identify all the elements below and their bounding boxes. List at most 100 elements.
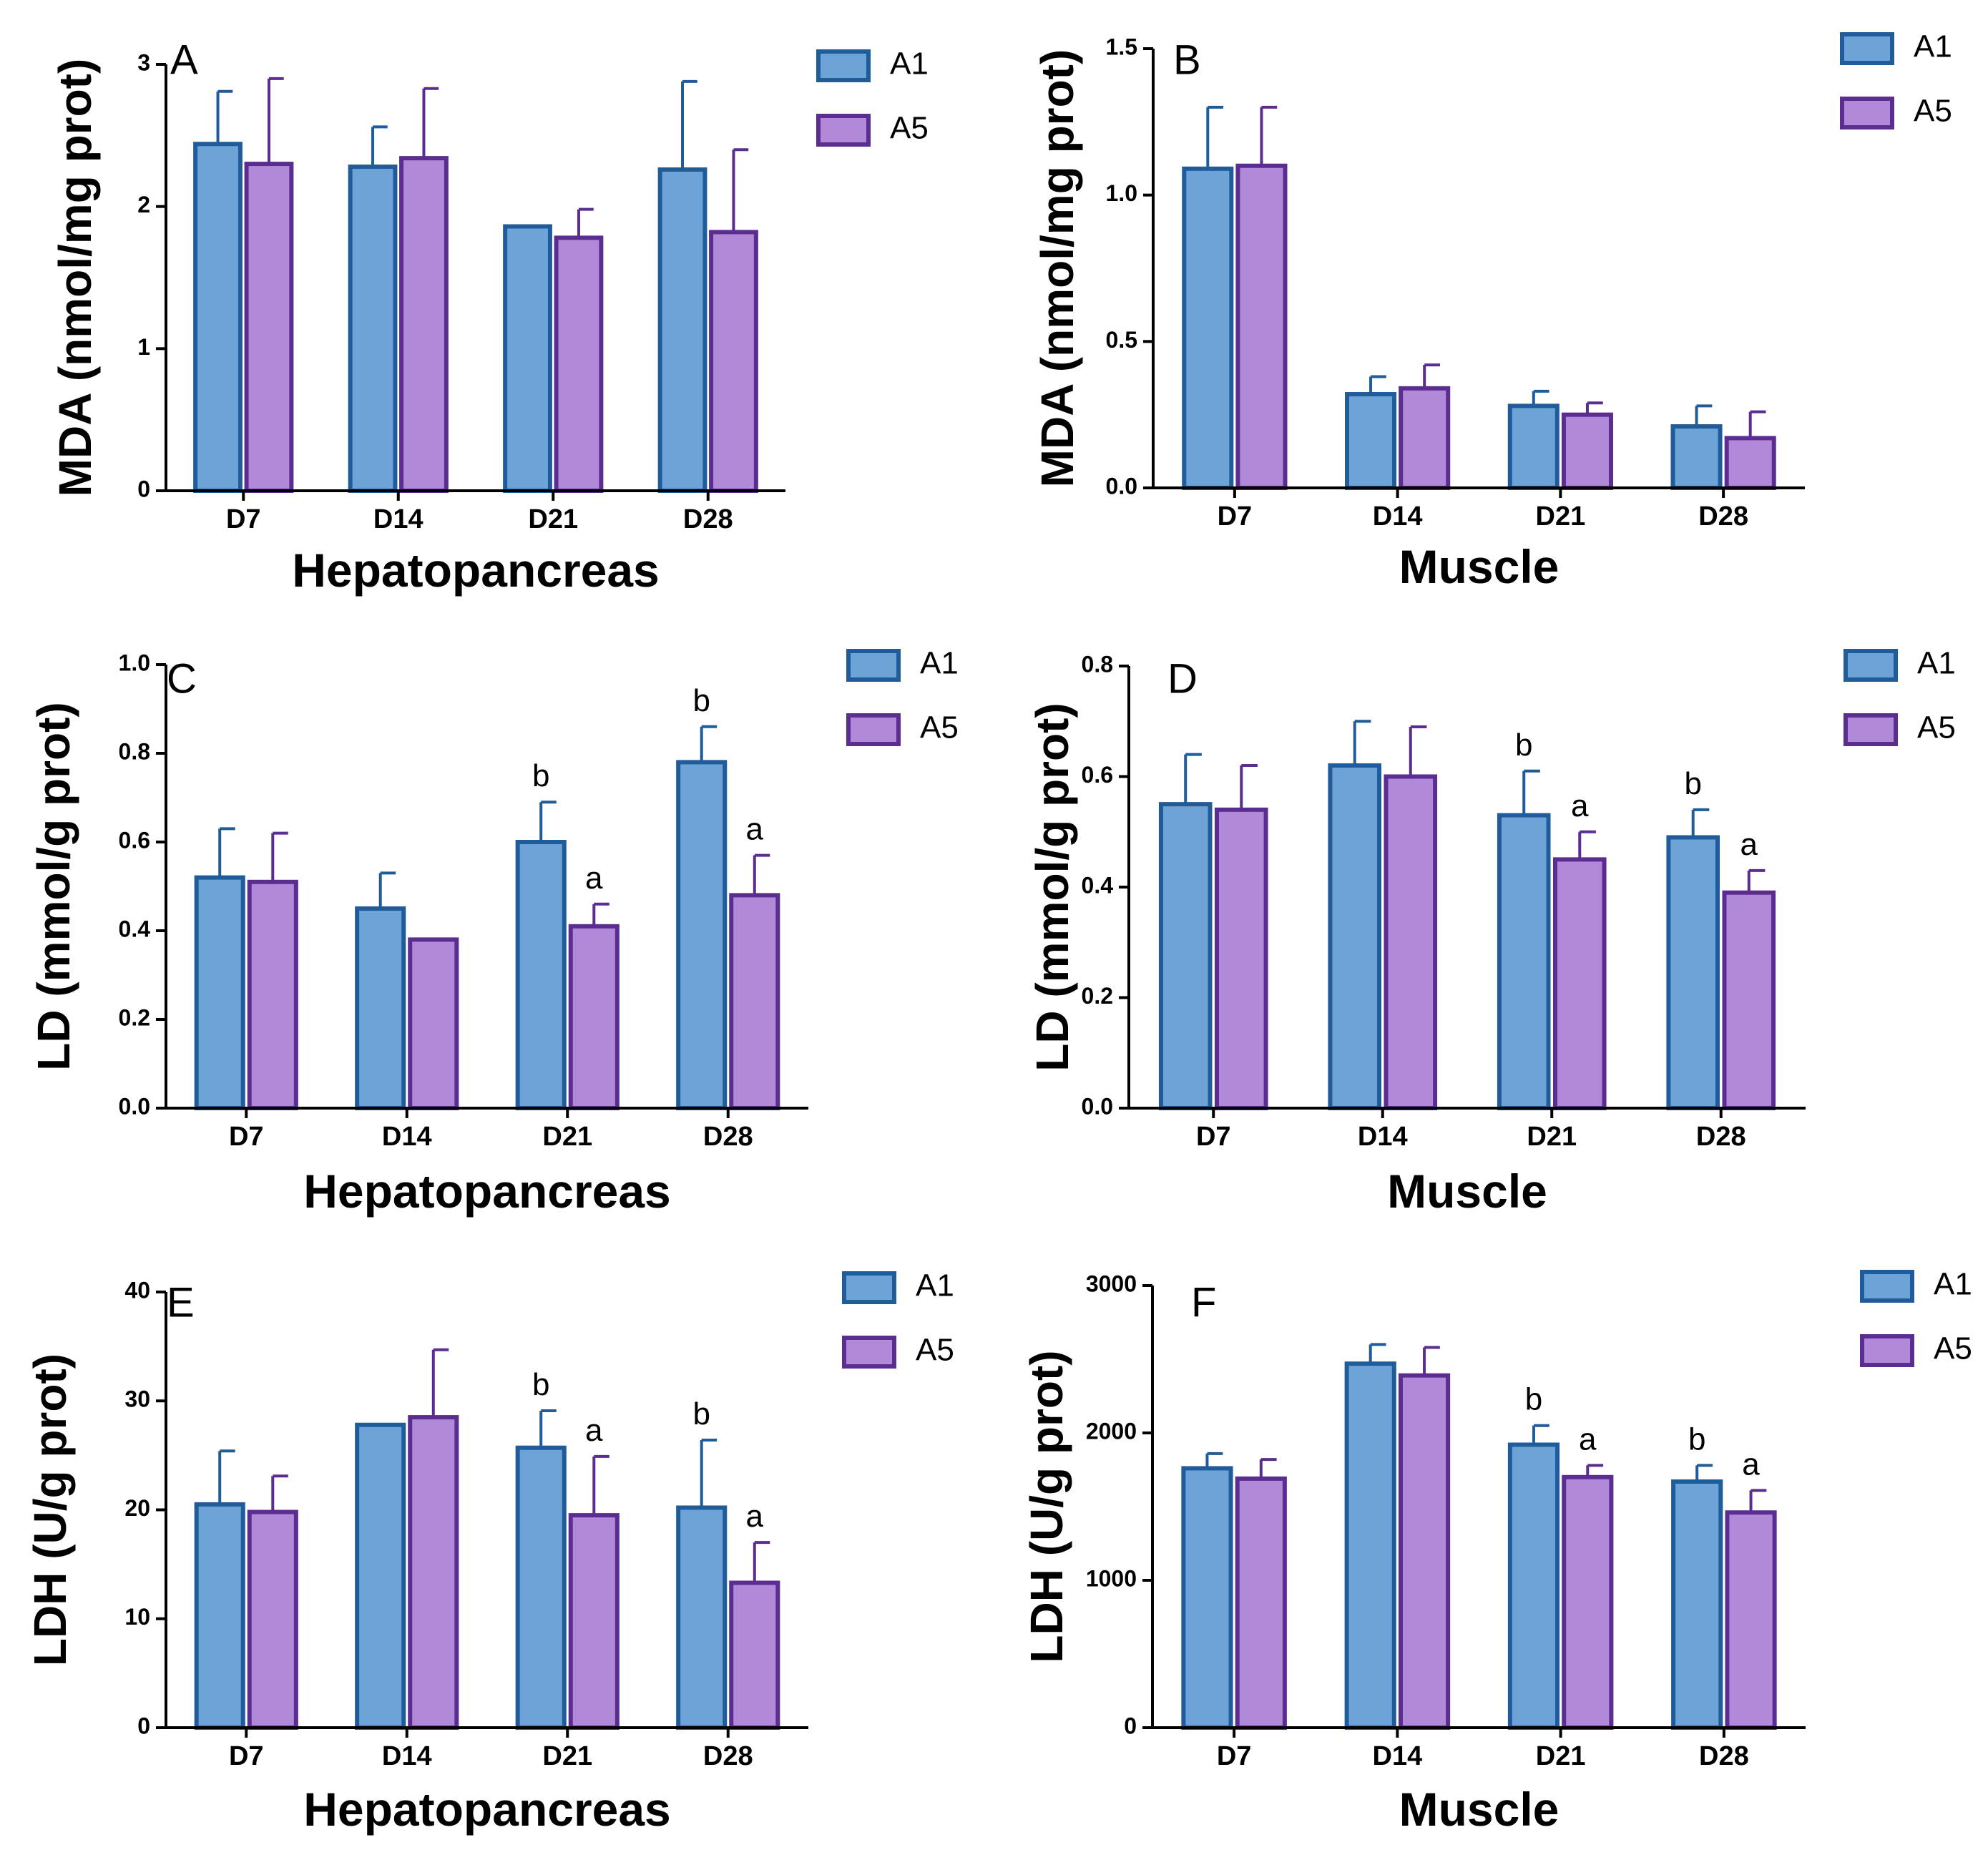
legend-label-a1: A1 <box>1917 646 1956 681</box>
y-tick-label: 0.5 <box>1106 327 1137 353</box>
x-tick-label: D28 <box>1696 1122 1746 1152</box>
y-tick-label: 0.8 <box>119 738 150 764</box>
y-tick-label: 0.0 <box>1082 1093 1113 1119</box>
x-tick-label: D7 <box>226 504 261 534</box>
significance-label: b <box>532 1367 549 1402</box>
x-tick-label: D14 <box>382 1741 432 1771</box>
bar-a5-d28 <box>729 1580 780 1731</box>
significance-label: b <box>1525 1382 1542 1417</box>
significance-label: a <box>585 1413 603 1448</box>
y-tick-label: 0.2 <box>1082 983 1113 1009</box>
panel-letter: B <box>1173 36 1201 83</box>
bar-a5-d28 <box>1725 1510 1777 1730</box>
panel-d: Db b a a 0.0 0.2 0.4 0.6 0.8 D7 D14 D21 D28 LD (mmol/… <box>1027 646 1956 1218</box>
y-tick-label: 2000 <box>1086 1418 1137 1444</box>
y-tick-label: 30 <box>124 1386 150 1412</box>
bar-a1-d14 <box>1345 392 1397 490</box>
bar-a5-d21 <box>568 1513 620 1731</box>
bar-a5-d14 <box>399 156 449 493</box>
legend-label-a5: A5 <box>890 111 929 146</box>
bar-a1-d7 <box>1158 802 1213 1110</box>
legend-swatch-a1 <box>842 1271 896 1304</box>
bar-a5-d21 <box>1561 412 1613 491</box>
bar-a1-d7 <box>194 1502 245 1730</box>
x-tick-label: D7 <box>1218 501 1253 532</box>
bar-a1-d7 <box>193 142 243 493</box>
legend-swatch-a5 <box>846 713 901 746</box>
bar-a1-d21 <box>1497 813 1551 1110</box>
bar-a1-d28 <box>676 760 728 1111</box>
bar-a1-d21 <box>503 224 552 493</box>
bar-a5-d7 <box>1235 163 1288 490</box>
x-tick-label: D28 <box>1698 501 1748 532</box>
y-tick-label: 1.5 <box>1106 34 1137 59</box>
bar-a1-d21 <box>515 1445 567 1731</box>
legend-label-a5: A5 <box>1934 1331 1972 1366</box>
legend-label-a5: A5 <box>1917 710 1956 745</box>
y-tick-label: 3000 <box>1086 1271 1137 1296</box>
x-tick-label: D14 <box>1358 1122 1408 1152</box>
legend-label-a5: A5 <box>916 1333 954 1368</box>
bar-a1-d14 <box>1328 763 1382 1111</box>
bar-a5-d14 <box>1399 386 1451 490</box>
x-tick-label: D7 <box>1217 1741 1252 1771</box>
bar-a5-d7 <box>247 1509 298 1730</box>
significance-label: a <box>1571 788 1589 823</box>
significance-label: b <box>692 683 710 718</box>
significance-label: a <box>1740 827 1758 862</box>
legend-swatch-a5 <box>816 114 871 147</box>
bar-a5-d28 <box>1722 890 1776 1110</box>
x-tick-label: D21 <box>1527 1122 1577 1152</box>
bar-a5-d14 <box>1384 774 1438 1110</box>
bar-a5-d7 <box>247 879 298 1111</box>
bar-a1-d28 <box>657 167 707 493</box>
x-tick-label: D21 <box>542 1741 592 1771</box>
panel-f: Fb b a a 0 1000 2000 3000 D7 D14 D21 D28 LDH (U/g pr… <box>1021 1267 1972 1836</box>
bar-a1-d7 <box>1181 1466 1233 1730</box>
legend-label-a5: A5 <box>1914 94 1952 129</box>
bar-a5-d7 <box>1235 1476 1287 1731</box>
x-tick-label: D7 <box>229 1122 264 1152</box>
legend-swatch-a5 <box>1843 713 1898 746</box>
x-axis-label: Hepatopancreas <box>303 1783 671 1836</box>
legend-swatch-a1 <box>1840 32 1894 65</box>
y-tick-label: 0.0 <box>119 1093 150 1119</box>
y-tick-label: 40 <box>124 1277 150 1303</box>
bar-a1-d28 <box>1666 835 1720 1110</box>
bar-a5-d21 <box>1552 857 1607 1110</box>
panel-letter: A <box>170 36 198 83</box>
y-tick-label: 0.4 <box>1082 872 1114 898</box>
x-tick-label: D14 <box>382 1122 432 1152</box>
x-tick-label: D14 <box>1373 1741 1423 1771</box>
y-axis-label: MDA (nmol/mg prot) <box>49 59 101 497</box>
panel-letter: C <box>167 655 197 702</box>
x-tick-label: D7 <box>1196 1122 1231 1152</box>
x-tick-label: D21 <box>1536 1741 1586 1771</box>
x-tick-label: D28 <box>683 504 733 534</box>
x-tick-label: D28 <box>703 1122 753 1152</box>
y-tick-label: 0 <box>137 476 150 501</box>
x-axis-label: Hepatopancreas <box>303 1165 671 1218</box>
y-tick-label: 0.4 <box>119 916 151 941</box>
y-tick-label: 1.0 <box>119 650 150 675</box>
significance-label: b <box>1515 728 1532 763</box>
bar-a5-d21 <box>568 924 620 1111</box>
y-axis-label: MDA (nmol/mg prot) <box>1032 49 1083 488</box>
legend-label-a1: A1 <box>920 646 959 681</box>
y-tick-label: 0 <box>1124 1713 1137 1738</box>
bar-a1-d14 <box>1344 1361 1396 1731</box>
panel-b: B 0.0 0.5 1.0 1.5 D7 D14 D21 D28 MDA (nmol/mg pro… <box>1032 29 1952 593</box>
legend-label-a1: A1 <box>916 1268 954 1303</box>
bar-a1-d14 <box>355 1422 406 1730</box>
significance-label: a <box>1579 1421 1597 1457</box>
bar-a5-d28 <box>729 893 780 1111</box>
significance-label: b <box>532 758 549 793</box>
panel-letter: E <box>167 1279 195 1326</box>
x-tick-label: D28 <box>1699 1741 1749 1771</box>
significance-label: b <box>692 1396 710 1431</box>
bar-a1-d21 <box>515 840 567 1110</box>
y-tick-label: 0.6 <box>1082 762 1113 788</box>
significance-label: a <box>746 1499 764 1534</box>
legend-swatch-a5 <box>1840 97 1894 129</box>
